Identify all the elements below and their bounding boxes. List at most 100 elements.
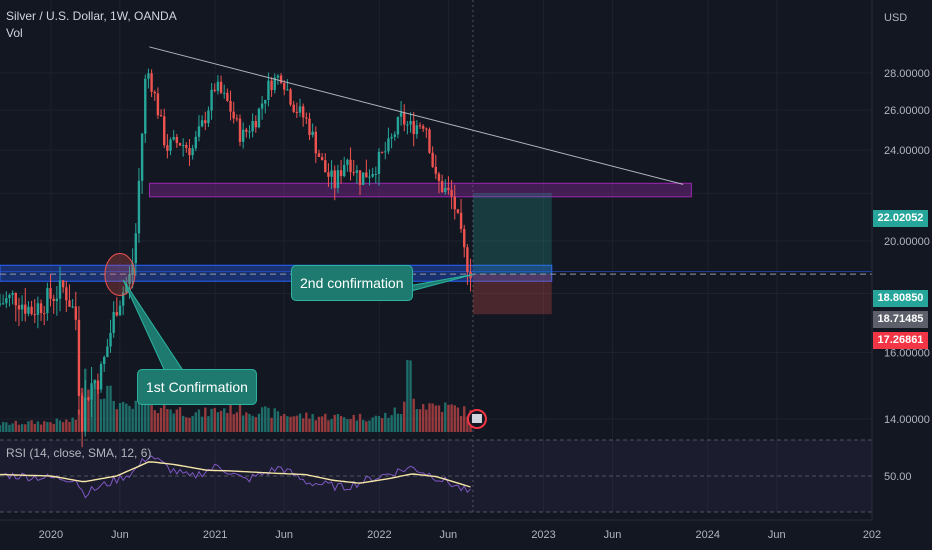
volume-bar: [412, 398, 415, 432]
volume-bar: [254, 417, 258, 432]
price-tag-current: 18.80850: [873, 290, 928, 307]
candle-body: [80, 395, 84, 432]
candle-body: [264, 99, 267, 104]
candle-body: [320, 157, 324, 161]
volume-bar: [267, 407, 270, 432]
candle-body: [349, 159, 352, 173]
candle-body: [150, 73, 153, 92]
volume-bar: [159, 407, 163, 432]
flag-icon-inner: [471, 414, 482, 423]
rsi-tick-label: 50.00: [884, 471, 912, 483]
candle-body: [106, 346, 109, 358]
time-tick-label: Jun: [275, 529, 293, 541]
volume-bar: [140, 404, 144, 432]
candle-body: [305, 117, 308, 119]
volume-bar: [453, 405, 456, 432]
volume-label: Vol: [6, 26, 23, 40]
candlesticks: [0, 68, 472, 448]
volume-bar: [387, 417, 390, 432]
volume-bar: [185, 417, 188, 432]
volume-bar: [30, 420, 33, 432]
candle-body: [131, 263, 134, 275]
candle-body: [257, 108, 261, 128]
volume-bar: [163, 403, 166, 432]
volume-bar: [415, 409, 419, 432]
volume-bar: [333, 414, 336, 432]
volume-bar: [36, 421, 40, 432]
volume-bar: [349, 419, 352, 432]
volume-bar: [121, 401, 125, 432]
volume-bar: [197, 409, 201, 432]
volume-bar: [99, 399, 103, 432]
candle-body: [185, 145, 188, 148]
volume-bar: [251, 415, 254, 432]
drawings[interactable]: [104, 46, 684, 429]
volume-bar: [238, 402, 242, 432]
volume-bar: [346, 419, 349, 432]
candle-body: [140, 133, 144, 181]
candle-body: [245, 129, 248, 132]
volume-bar: [137, 401, 141, 432]
volume-bar: [434, 405, 438, 432]
volume-bar: [245, 412, 248, 432]
candle-body: [459, 212, 463, 229]
volume-bar: [93, 379, 96, 432]
candle-body: [298, 106, 302, 113]
volume-bar: [393, 407, 396, 432]
volume-bar: [156, 412, 160, 432]
stop-loss-box: [472, 274, 552, 315]
candle-body: [61, 280, 65, 288]
volume-bar: [5, 422, 8, 432]
candle-body: [115, 312, 119, 316]
volume-bar: [276, 411, 280, 432]
candle-body: [87, 397, 90, 400]
volume-bar: [380, 418, 384, 432]
candle-body: [324, 160, 327, 173]
price-tick-label: 28.00000: [884, 68, 930, 80]
volume-bar: [134, 400, 137, 432]
volume-bar: [61, 422, 65, 432]
volume-bar: [368, 420, 371, 432]
candle-body: [90, 383, 93, 400]
volume-bar: [166, 409, 169, 432]
zones-layer: [0, 182, 872, 315]
candle-body: [317, 153, 321, 158]
chart-grid: [0, 0, 873, 512]
price-tag-mid: 18.71485: [873, 311, 928, 328]
candle-body: [134, 233, 137, 264]
candle-body: [466, 247, 469, 273]
volume-bar: [175, 409, 179, 432]
candle-body: [77, 319, 81, 396]
profit-target-box: [472, 192, 552, 275]
volume-bar: [324, 413, 327, 432]
candle-body: [425, 128, 428, 130]
candle-body: [450, 190, 453, 197]
volume-bar: [194, 412, 197, 432]
volume-bar: [355, 420, 359, 432]
candle-body: [361, 172, 365, 185]
volume-bar: [178, 407, 182, 432]
volume-bar: [96, 388, 100, 432]
candle-body: [308, 118, 311, 136]
volume-bar: [421, 404, 425, 432]
candle-body: [20, 304, 24, 310]
volume-bar: [226, 413, 229, 432]
second-confirmation-callout[interactable]: 2nd confirmation: [291, 265, 413, 301]
candle-body: [418, 125, 422, 127]
candle-body: [273, 77, 276, 91]
candle-body: [30, 306, 33, 315]
candle-body: [137, 180, 141, 234]
candle-body: [295, 111, 299, 113]
candle-body: [46, 288, 49, 314]
candle-body: [121, 292, 125, 306]
volume-bar: [440, 412, 444, 432]
candle-body: [8, 294, 11, 299]
candle-body: [254, 121, 258, 128]
candle-body: [27, 306, 30, 314]
volume-bar: [210, 408, 213, 432]
first-confirmation-callout[interactable]: 1st Confirmation: [137, 369, 257, 405]
volume-bar: [463, 406, 466, 432]
candle-body: [204, 120, 207, 124]
volume-bar: [24, 424, 27, 432]
